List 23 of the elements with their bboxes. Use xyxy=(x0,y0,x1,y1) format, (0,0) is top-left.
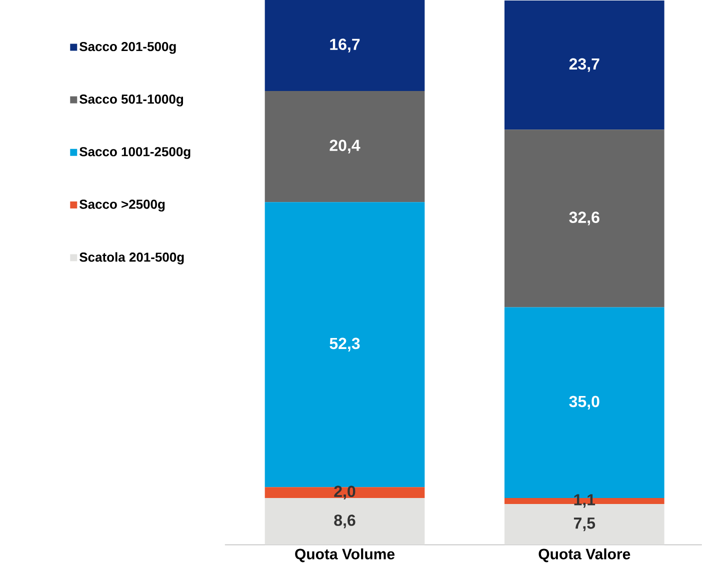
x-tick-label: Quota Volume xyxy=(295,548,395,562)
bar xyxy=(264,487,425,498)
data-label: 35,0 xyxy=(569,396,600,410)
x-tick-label: Quota Valore xyxy=(538,548,630,562)
bar xyxy=(264,202,425,488)
bar xyxy=(264,498,425,545)
data-label: 8,6 xyxy=(334,514,356,528)
data-label: 23,7 xyxy=(569,58,600,72)
legend-label: Sacco 201-500g xyxy=(80,42,176,54)
bar xyxy=(264,0,425,92)
bar xyxy=(264,91,425,202)
data-label: 20,4 xyxy=(330,140,360,154)
data-label: 52,3 xyxy=(330,338,360,352)
data-label: 7,5 xyxy=(574,518,596,532)
data-label: 16,7 xyxy=(330,38,360,52)
legend-label: Scatola 201-500g xyxy=(80,252,184,264)
legend-label: Sacco 501-1000g xyxy=(80,94,184,106)
bar xyxy=(504,0,664,130)
legend-label: Sacco 1001-2500g xyxy=(80,147,190,160)
data-label: 2,0 xyxy=(334,486,356,500)
legend-label: Sacco >2500g xyxy=(80,200,165,212)
data-label: 32,6 xyxy=(569,212,600,226)
bar xyxy=(504,130,664,308)
